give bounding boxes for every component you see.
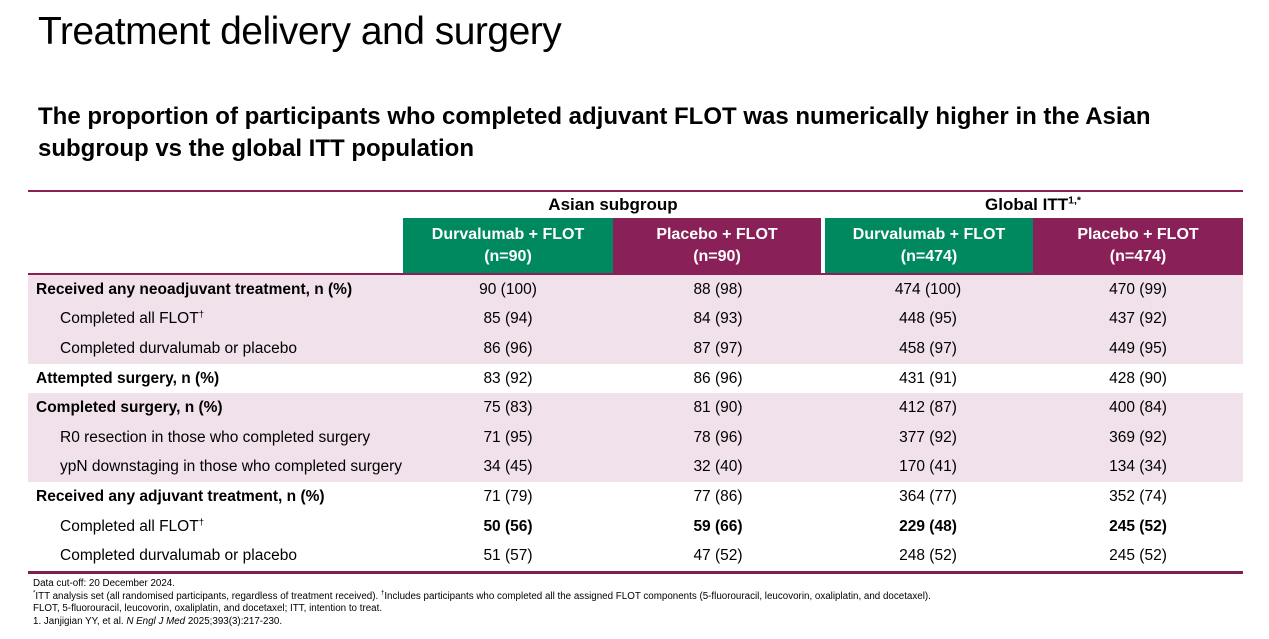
footnotes: Data cut-off: 20 December 2024. *ITT ana… (33, 578, 1253, 628)
cell-value: 87 (97) (693, 339, 743, 357)
footnote-abbreviations: FLOT, 5-fluorouracil, leucovorin, oxalip… (33, 603, 383, 615)
cell-value: 431 (91) (899, 369, 957, 387)
row-label: Received any neoadjuvant treatment, n (%… (36, 280, 353, 298)
group-header-global-itt: Global ITT1,* (985, 194, 1081, 214)
row-label: Completed durvalumab or placebo (60, 339, 297, 357)
table-row: Attempted surgery, n (%) 83 (92) 86 (96)… (28, 364, 1243, 394)
asterisk-superscript: * (33, 590, 36, 597)
table-row: Completed durvalumab or placebo 51 (57) … (28, 541, 1243, 571)
table-top-rule (28, 190, 1243, 192)
cell-value: 369 (92) (1109, 428, 1167, 446)
cell-value: 377 (92) (899, 428, 957, 446)
cell-value: 449 (95) (1109, 339, 1167, 357)
col-header-placebo-flot-global: Placebo + FLOT (n=474) (1033, 218, 1243, 273)
cell-value: 134 (34) (1109, 458, 1167, 476)
col-header-durvalumab-flot-global: Durvalumab + FLOT (n=474) (825, 218, 1033, 273)
treatment-table: Asian subgroup Global ITT1,* Durvalumab … (28, 190, 1243, 574)
row-label: Attempted surgery, n (%) (36, 369, 220, 387)
cell-value: 75 (83) (483, 399, 533, 417)
slide-subtitle: The proportion of participants who compl… (38, 103, 1151, 162)
row-label: Received any adjuvant treatment, n (%) (36, 487, 325, 505)
cell-value: 245 (52) (1109, 547, 1167, 565)
cell-value: 47 (52) (693, 547, 743, 565)
table-row: Received any neoadjuvant treatment, n (%… (28, 275, 1243, 305)
cell-value: 78 (96) (693, 428, 743, 446)
cell-value: 90 (100) (479, 280, 537, 298)
table-header-rule (28, 273, 1243, 275)
row-label: Completed durvalumab or placebo (60, 547, 297, 565)
cell-value: 83 (92) (483, 369, 533, 387)
cell-value: 50 (56) (483, 517, 533, 535)
cell-value: 474 (100) (894, 280, 962, 298)
row-label: ypN downstaging in those who completed s… (60, 458, 403, 476)
col-header-durvalumab-flot-asian: Durvalumab + FLOT (n=90) (403, 218, 613, 273)
cell-value: 245 (52) (1109, 517, 1167, 535)
table-row: Completed durvalumab or placebo 86 (96) … (28, 334, 1243, 364)
group-header-asian-subgroup: Asian subgroup (548, 195, 678, 214)
group-superscript: 1,* (1068, 194, 1081, 207)
cell-value: 352 (74) (1109, 487, 1167, 505)
cell-value: 248 (52) (899, 547, 957, 565)
page-title: Treatment delivery and surgery (38, 10, 562, 53)
cell-value: 86 (96) (693, 369, 743, 387)
table-row: Completed surgery, n (%) 75 (83) 81 (90)… (28, 393, 1243, 423)
table-row: Completed all FLOT† 50 (56) 59 (66) 229 … (28, 512, 1243, 542)
cell-value: 437 (92) (1109, 310, 1167, 328)
header-spacer (28, 218, 403, 273)
cell-value: 77 (86) (693, 487, 743, 505)
footnote-data-cutoff: Data cut-off: 20 December 2024. (33, 578, 175, 589)
cell-value: 88 (98) (693, 280, 743, 298)
cell-value: 170 (41) (899, 458, 957, 476)
row-label: Completed all FLOT† (60, 516, 205, 535)
row-label: Completed surgery, n (%) (36, 399, 223, 417)
row-label: R0 resection in those who completed surg… (60, 428, 371, 446)
cell-value: 51 (57) (483, 547, 533, 565)
cell-value: 34 (45) (483, 458, 533, 476)
cell-value: 412 (87) (899, 399, 957, 417)
dagger-superscript: † (198, 309, 205, 321)
table-row: ypN downstaging in those who completed s… (28, 452, 1243, 483)
column-group-header-row: Asian subgroup Global ITT1,* (28, 192, 1243, 218)
cell-value: 84 (93) (693, 310, 743, 328)
cell-value: 59 (66) (693, 517, 743, 535)
table-row: R0 resection in those who completed surg… (28, 422, 1243, 453)
footnote-reference: 1. Janjigian YY, et al. N Engl J Med 202… (33, 615, 283, 627)
cell-value: 229 (48) (899, 517, 957, 535)
treatment-arm-header-row: Durvalumab + FLOT (n=90) Placebo + FLOT … (28, 218, 1243, 273)
dagger-superscript: † (380, 590, 385, 597)
cell-value: 458 (97) (899, 339, 957, 357)
row-label: Completed all FLOT† (60, 309, 205, 328)
cell-value: 32 (40) (693, 458, 743, 476)
table-row: Completed all FLOT† 85 (94) 84 (93) 448 … (28, 304, 1243, 335)
dagger-superscript: † (198, 516, 205, 528)
cell-value: 71 (79) (483, 487, 533, 505)
cell-value: 364 (77) (899, 487, 957, 505)
table-bottom-rule (28, 570, 1243, 574)
cell-value: 85 (94) (483, 310, 533, 328)
cell-value: 71 (95) (483, 428, 533, 446)
col-header-placebo-flot-asian: Placebo + FLOT (n=90) (613, 218, 821, 273)
cell-value: 86 (96) (483, 339, 533, 357)
journal-name: N Engl J Med (126, 615, 186, 627)
cell-value: 400 (84) (1109, 399, 1167, 417)
table-row: Received any adjuvant treatment, n (%) 7… (28, 482, 1243, 512)
cell-value: 470 (99) (1109, 280, 1167, 298)
cell-value: 428 (90) (1109, 369, 1167, 387)
footnote-definitions: *ITT analysis set (all randomised partic… (33, 590, 931, 602)
cell-value: 81 (90) (693, 399, 743, 417)
cell-value: 448 (95) (899, 310, 957, 328)
